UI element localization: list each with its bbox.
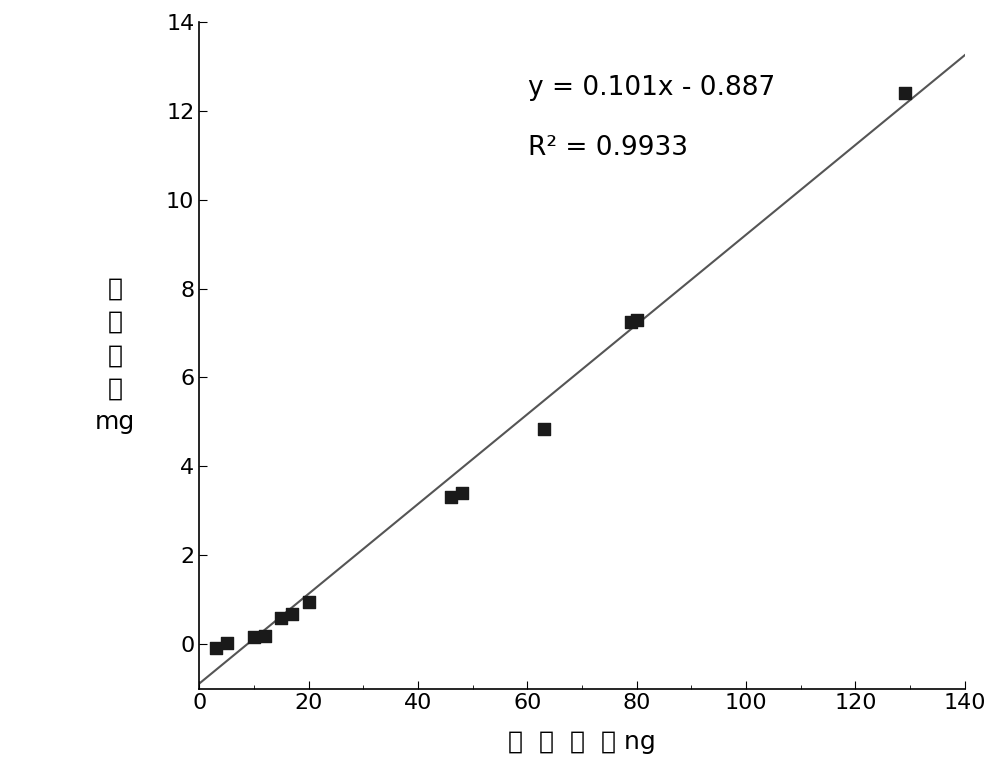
Point [454, 487, 470, 499]
Point [257, 630, 273, 642]
Text: R² = 0.9933: R² = 0.9933 [528, 135, 688, 161]
Point [629, 313, 645, 326]
Point [246, 631, 262, 644]
Point [219, 637, 235, 650]
Point [443, 492, 459, 504]
X-axis label: 钓  擦  拭  量 ng: 钓 擦 拭 量 ng [508, 730, 656, 754]
Text: y = 0.101x - 0.887: y = 0.101x - 0.887 [528, 75, 776, 101]
Point [284, 607, 300, 620]
Point [301, 596, 317, 608]
Point [273, 612, 289, 624]
Point [536, 422, 552, 435]
Point [897, 87, 913, 99]
Text: 钓
溶
出
量
mg: 钓 溶 出 量 mg [95, 276, 135, 434]
Point [623, 316, 639, 328]
Point [208, 641, 224, 654]
